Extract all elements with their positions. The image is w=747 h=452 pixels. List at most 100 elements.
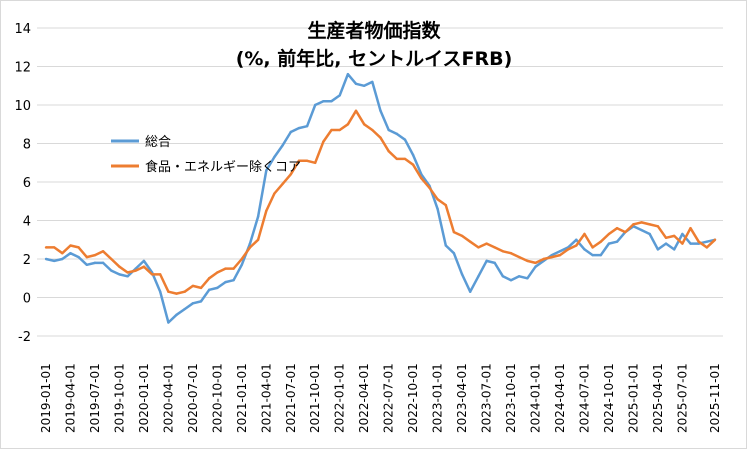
data-point bbox=[509, 252, 513, 255]
data-point bbox=[436, 207, 439, 211]
data-point bbox=[101, 250, 105, 253]
y-tick-label: 12 bbox=[14, 61, 31, 76]
data-point bbox=[93, 261, 97, 265]
data-point bbox=[216, 286, 219, 290]
data-point bbox=[44, 257, 48, 261]
data-point bbox=[248, 246, 252, 249]
x-tick-label: 2020-01-01 bbox=[137, 363, 151, 433]
data-point bbox=[411, 163, 415, 166]
data-point bbox=[403, 138, 407, 141]
data-point bbox=[591, 253, 594, 257]
data-point bbox=[681, 242, 684, 245]
data-point bbox=[460, 234, 464, 238]
data-point bbox=[664, 242, 668, 245]
data-point bbox=[322, 140, 325, 143]
data-point bbox=[346, 123, 350, 126]
data-point bbox=[314, 103, 317, 107]
data-point bbox=[273, 192, 276, 195]
data-point bbox=[681, 232, 684, 236]
data-point bbox=[460, 273, 464, 276]
y-tick-label: 14 bbox=[14, 22, 31, 37]
data-point bbox=[297, 159, 301, 163]
y-tick-label: 4 bbox=[23, 215, 31, 230]
data-point bbox=[199, 300, 203, 303]
x-tick-label: 2025-01-01 bbox=[626, 363, 640, 433]
data-point bbox=[591, 246, 594, 249]
data-point bbox=[444, 244, 447, 247]
chart-title: 生産者物価指数 bbox=[307, 19, 441, 42]
data-point bbox=[615, 227, 619, 230]
data-point bbox=[656, 248, 660, 251]
data-point bbox=[207, 277, 211, 280]
data-point bbox=[305, 124, 309, 128]
data-point bbox=[191, 284, 195, 288]
data-point bbox=[175, 292, 178, 295]
data-point bbox=[77, 246, 80, 249]
data-point bbox=[338, 128, 341, 132]
data-point bbox=[281, 144, 284, 147]
data-point bbox=[501, 275, 505, 278]
data-point bbox=[713, 238, 717, 241]
data-point bbox=[354, 109, 358, 112]
data-point bbox=[371, 80, 374, 84]
data-point bbox=[52, 246, 56, 249]
x-tick-label: 2020-04-01 bbox=[161, 363, 175, 433]
data-point bbox=[705, 240, 709, 243]
data-point bbox=[126, 275, 129, 278]
data-point bbox=[395, 157, 399, 161]
data-point bbox=[436, 198, 439, 201]
data-point bbox=[232, 267, 235, 270]
data-point bbox=[167, 321, 170, 324]
data-point bbox=[314, 161, 317, 164]
data-point bbox=[101, 261, 105, 265]
x-tick-label: 2021-01-01 bbox=[235, 363, 249, 433]
data-point bbox=[159, 273, 162, 276]
data-point bbox=[224, 280, 227, 284]
data-point bbox=[297, 126, 301, 130]
x-tick-label: 2021-04-01 bbox=[259, 363, 273, 433]
x-tick-label: 2022-10-01 bbox=[406, 363, 420, 433]
data-point bbox=[61, 252, 64, 255]
data-point bbox=[526, 259, 529, 263]
data-point bbox=[640, 221, 643, 224]
data-point bbox=[216, 271, 219, 274]
data-point bbox=[305, 159, 309, 163]
x-tick-label: 2022-01-01 bbox=[333, 363, 347, 433]
data-point bbox=[632, 223, 635, 226]
x-tick-label: 2021-10-01 bbox=[308, 363, 322, 433]
y-tick-label: 0 bbox=[23, 292, 31, 307]
data-point bbox=[256, 238, 260, 241]
y-tick-label: 6 bbox=[23, 176, 31, 191]
x-tick-label: 2022-07-01 bbox=[382, 363, 396, 433]
data-point bbox=[240, 257, 244, 261]
data-point bbox=[509, 278, 513, 282]
data-point bbox=[69, 244, 72, 247]
data-point bbox=[607, 242, 611, 245]
x-tick-label: 2024-07-01 bbox=[577, 363, 591, 433]
chart-subtitle: (%, 前年比, セントルイスFRB) bbox=[236, 47, 513, 70]
data-point bbox=[159, 290, 162, 293]
data-point bbox=[640, 228, 643, 232]
data-point bbox=[338, 94, 341, 97]
data-point bbox=[583, 248, 586, 251]
data-point bbox=[575, 238, 578, 241]
y-tick-label: 2 bbox=[23, 253, 31, 268]
data-point bbox=[61, 257, 64, 261]
data-point bbox=[673, 248, 676, 251]
data-point bbox=[420, 176, 423, 180]
data-point bbox=[69, 252, 72, 255]
data-point bbox=[469, 240, 472, 243]
data-point bbox=[501, 250, 505, 253]
data-point bbox=[558, 253, 562, 257]
x-tick-label: 2025-11-01 bbox=[708, 363, 722, 433]
data-point bbox=[44, 246, 48, 249]
data-point bbox=[330, 128, 333, 132]
data-point bbox=[550, 255, 554, 259]
data-point bbox=[469, 290, 472, 293]
data-point bbox=[705, 246, 709, 249]
data-point bbox=[566, 248, 570, 251]
data-point bbox=[330, 99, 333, 103]
data-point bbox=[624, 230, 627, 234]
